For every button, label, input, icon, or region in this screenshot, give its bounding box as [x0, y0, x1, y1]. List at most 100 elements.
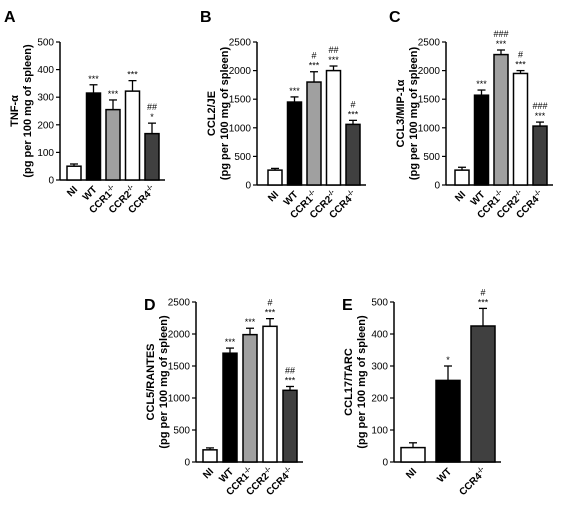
- bar: [105, 108, 121, 181]
- y-tick-label: 400: [37, 65, 54, 76]
- significance-label: ***: [108, 89, 119, 99]
- x-tick-label: WT: [435, 466, 454, 485]
- y-tick-label: 400: [371, 330, 388, 341]
- bar: [267, 169, 283, 186]
- bar: [345, 123, 361, 186]
- y-tick-label: 0: [434, 181, 440, 192]
- y-tick-label: 0: [245, 181, 251, 192]
- y-tick-label: 2000: [229, 66, 252, 77]
- panel-C: C 0 500 1000 1500 2000 2500 CCL3/MIP-1α (pg per …: [389, 9, 553, 221]
- bar: [400, 446, 426, 463]
- y-tick-label: 200: [37, 120, 54, 131]
- panel-D: D 0 500 1000 1500 2000 2500 CCL5/RANTES (pg per …: [144, 297, 303, 498]
- significance-label: ***: [535, 111, 546, 121]
- y-tick-label: 300: [37, 93, 54, 104]
- significance-label: ***: [476, 79, 487, 89]
- significance-label: ***: [88, 74, 99, 84]
- y-axis-title: CCL2/JE: [206, 91, 218, 136]
- bar: [435, 379, 461, 463]
- significance-label: ***: [309, 61, 320, 71]
- bar: [306, 81, 322, 186]
- significance-label: #: [350, 99, 355, 109]
- bar: [325, 69, 342, 186]
- y-tick-label: 0: [184, 458, 190, 469]
- bar: [85, 92, 102, 181]
- significance-label: ***: [478, 297, 489, 307]
- significance-label: ***: [496, 39, 507, 49]
- y-axis-subtitle: (pg per 100 mg of spleen): [22, 44, 34, 178]
- significance-label: #: [311, 51, 316, 61]
- y-tick-label: 300: [371, 362, 388, 373]
- y-tick-label: 500: [37, 38, 54, 49]
- significance-label: ***: [285, 375, 296, 385]
- y-tick-label: 1500: [229, 95, 252, 106]
- y-tick-label: 2000: [418, 66, 441, 77]
- y-tick-label: 1000: [229, 123, 252, 134]
- x-tick-label: CCR4-/-: [457, 465, 490, 498]
- x-tick-label: NI: [201, 466, 216, 481]
- bar: [262, 325, 278, 463]
- significance-label: ##: [147, 102, 157, 112]
- bar: [493, 53, 509, 186]
- panel-letter: B: [200, 9, 212, 26]
- significance-label: *: [150, 112, 154, 122]
- y-tick-label: 2000: [168, 330, 191, 341]
- significance-label: ###: [493, 29, 508, 39]
- significance-label: ***: [515, 60, 526, 70]
- y-tick-label: 500: [371, 298, 388, 309]
- y-axis-title: CCL3/MIP-1α: [395, 79, 407, 147]
- y-tick-label: 2500: [229, 38, 252, 49]
- x-tick-label: NI: [266, 189, 281, 204]
- significance-label: ***: [127, 70, 138, 80]
- y-tick-label: 1000: [418, 123, 441, 134]
- panel-A: A 0 100 200 300 400 500 TNF-α (pg per 100 mg of …: [4, 9, 165, 216]
- y-tick-label: 500: [423, 152, 440, 163]
- significance-label: ###: [532, 101, 547, 111]
- y-tick-label: 500: [173, 426, 190, 437]
- y-tick-label: 100: [37, 148, 54, 159]
- y-tick-label: 500: [234, 152, 251, 163]
- significance-label: ##: [328, 45, 338, 55]
- panel-E: E 0 100 200 300 400 500 CCL17/TARC (pg per 100 m…: [342, 287, 501, 498]
- bar: [286, 101, 303, 186]
- significance-label: ***: [265, 308, 276, 318]
- significance-label: #: [480, 287, 485, 297]
- y-axis-subtitle: (pg per 100 mg of spleen): [158, 315, 170, 449]
- bar: [222, 352, 238, 463]
- bar: [124, 90, 141, 181]
- significance-label: ***: [289, 86, 300, 96]
- significance-label: ***: [328, 55, 339, 65]
- significance-label: ***: [225, 337, 236, 347]
- significance-label: *: [446, 355, 450, 365]
- y-tick-label: 0: [382, 458, 388, 469]
- y-tick-label: 2500: [168, 298, 191, 309]
- x-tick-label: NI: [65, 184, 80, 199]
- y-axis-title: TNF-α: [9, 95, 21, 127]
- x-tick-label: NI: [404, 466, 419, 481]
- y-tick-label: 0: [48, 176, 54, 187]
- y-tick-label: 100: [371, 426, 388, 437]
- y-tick-label: 1500: [418, 95, 441, 106]
- y-axis-subtitle: (pg per 100 mg of spleen): [408, 47, 420, 181]
- y-axis-title: CCL5/RANTES: [145, 343, 157, 420]
- panel-letter: C: [389, 9, 401, 26]
- bar: [202, 449, 218, 463]
- panel-B: B 0 500 1000 1500 2000 2500 CCL2/JE (pg per 100 …: [200, 9, 366, 221]
- y-axis-title: CCL17/TARC: [343, 348, 355, 416]
- bar: [454, 169, 470, 186]
- bar: [144, 132, 160, 181]
- bar: [470, 325, 496, 463]
- y-tick-label: 200: [371, 394, 388, 405]
- y-axis-subtitle: (pg per 100 mg of spleen): [356, 315, 368, 449]
- panel-letter: D: [144, 297, 156, 314]
- y-axis-subtitle: (pg per 100 mg of spleen): [219, 47, 231, 181]
- panel-letter: A: [4, 9, 16, 26]
- y-tick-label: 1000: [168, 394, 191, 405]
- panel-letter: E: [342, 297, 353, 314]
- bar: [66, 165, 82, 181]
- bar: [282, 389, 298, 463]
- significance-label: #: [518, 50, 523, 60]
- y-tick-label: 1500: [168, 362, 191, 373]
- significance-label: ***: [348, 109, 359, 119]
